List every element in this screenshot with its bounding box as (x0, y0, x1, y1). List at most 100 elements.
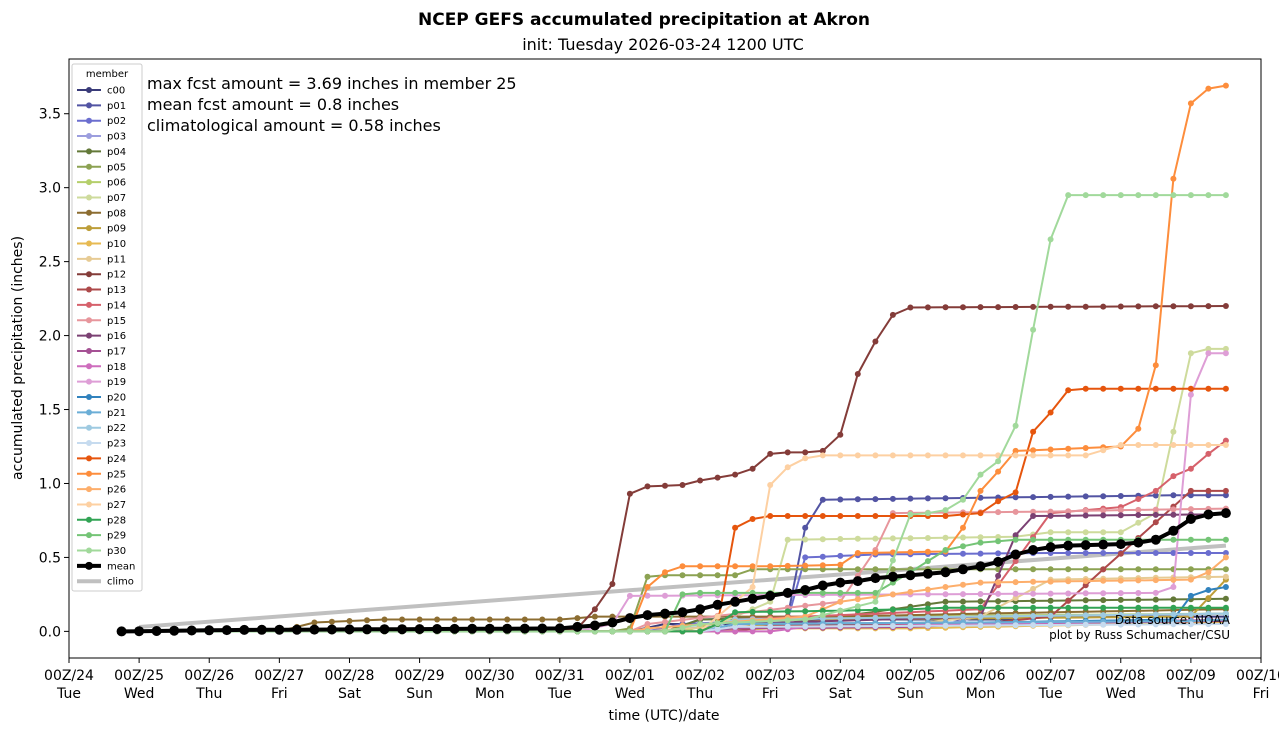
data-point-p24 (784, 513, 791, 519)
data-point-p25 (960, 524, 966, 531)
legend-title: member (86, 69, 129, 80)
data-point-p27 (977, 452, 984, 459)
data-point-p28 (1222, 604, 1229, 611)
data-point-p05 (1030, 566, 1037, 573)
data-point-p29 (1030, 536, 1037, 543)
tick-marks: 0.0 0.5 1.0 1.5 2.0 2.5 3.0 3.5 00Z/24 Tue 00Z/25 W… (39, 107, 1279, 702)
data-point-mean (467, 623, 478, 634)
data-point-mean (1080, 540, 1091, 551)
data-point-p12 (1082, 303, 1089, 310)
legend-label: climo (107, 577, 134, 588)
data-point-p26 (1100, 577, 1107, 584)
legend-entry-p13: p13 (77, 285, 126, 296)
data-point-p27 (1135, 442, 1142, 448)
data-point-mean (1028, 545, 1039, 555)
data-point-p01 (1065, 493, 1072, 500)
data-point-p19 (1065, 590, 1072, 597)
data-point-p07 (1222, 345, 1229, 352)
data-point-p28 (907, 606, 914, 613)
data-point-p28 (1100, 604, 1107, 611)
data-point-p23 (907, 622, 914, 629)
data-point-p11 (1030, 585, 1037, 592)
data-point-p23 (1222, 621, 1229, 627)
legend-label: p15 (107, 316, 126, 327)
data-point-p22 (837, 615, 844, 622)
x-tick-label-day: Wed (615, 686, 646, 702)
legend-label: p14 (107, 300, 126, 311)
data-point-p28 (1012, 604, 1019, 611)
data-point-p22 (854, 615, 861, 622)
data-point-p05 (1047, 566, 1054, 573)
data-point-p21 (1222, 616, 1229, 623)
data-point-p30 (942, 507, 949, 514)
data-point-p24 (995, 498, 1002, 505)
data-point-mean (1063, 540, 1074, 551)
data-point-p15 (662, 619, 668, 625)
data-point-p07 (1100, 529, 1107, 536)
legend-swatch-marker (86, 133, 92, 140)
legend-label: p27 (107, 500, 126, 511)
data-point-p08 (434, 616, 441, 623)
data-point-p27 (1065, 452, 1072, 459)
data-point-p22 (960, 613, 966, 620)
data-point-p19 (1152, 589, 1159, 596)
data-point-p30 (1170, 192, 1177, 199)
legend-entry-p28: p28 (77, 515, 126, 526)
annotation-max: max fcst amount = 3.69 inches in member … (147, 74, 517, 93)
data-point-p28 (1047, 604, 1054, 611)
data-point-p29 (1047, 536, 1054, 543)
data-point-p26 (907, 588, 914, 595)
data-point-p02 (1222, 550, 1229, 556)
data-point-p29 (872, 589, 879, 596)
data-point-p01 (889, 495, 896, 502)
x-tick-label-time: 00Z/10 (1236, 668, 1279, 684)
data-point-p24 (1117, 385, 1124, 392)
data-point-p15 (1170, 506, 1177, 513)
data-point-p14 (1222, 437, 1229, 444)
x-tick-label-day: Mon (966, 686, 996, 702)
x-tick-label-day: Tue (56, 686, 81, 702)
data-point-p19 (1170, 584, 1177, 590)
data-point-p08 (416, 616, 423, 623)
data-point-p07 (1047, 529, 1054, 536)
legend-entry-p20: p20 (77, 393, 126, 404)
data-point-p01 (1082, 493, 1089, 500)
data-point-p19 (1012, 590, 1019, 597)
data-point-p15 (802, 602, 809, 609)
data-point-mean (1185, 514, 1196, 524)
data-point-p26 (889, 591, 896, 598)
data-point-p16 (1082, 512, 1089, 519)
data-point-p08 (381, 616, 388, 623)
data-point-p04 (1170, 596, 1177, 603)
data-point-mean (186, 625, 197, 636)
legend-entry-p21: p21 (77, 408, 126, 419)
data-point-p11 (1205, 574, 1212, 580)
legend-entry-p12: p12 (77, 270, 126, 281)
data-point-p24 (1222, 385, 1229, 392)
legend-entry-p02: p02 (77, 116, 126, 127)
legend-entry-p29: p29 (77, 531, 126, 542)
data-point-p07 (854, 535, 861, 542)
data-point-p19 (1135, 590, 1142, 596)
data-point-p04 (1135, 596, 1142, 603)
data-point-p08 (521, 616, 528, 623)
legend-entry-p09: p09 (77, 224, 126, 235)
data-point-mean (1220, 508, 1231, 519)
data-point-mean (589, 620, 600, 631)
data-point-p29 (679, 591, 686, 598)
data-point-p05 (872, 566, 879, 573)
annotation-climo: climatological amount = 0.58 inches (147, 116, 441, 135)
data-point-p08 (451, 616, 458, 623)
legend-swatch-marker (86, 240, 92, 247)
data-point-p08 (574, 615, 581, 622)
data-point-p14 (1187, 465, 1194, 472)
data-point-p15 (679, 616, 686, 623)
data-point-p12 (872, 338, 879, 345)
legend-swatch-marker (86, 347, 92, 354)
data-point-p30 (837, 607, 844, 614)
data-point-p08 (556, 616, 563, 623)
data-point-p29 (1012, 536, 1019, 543)
data-point-p12 (907, 304, 914, 311)
data-point-p12 (837, 431, 844, 438)
